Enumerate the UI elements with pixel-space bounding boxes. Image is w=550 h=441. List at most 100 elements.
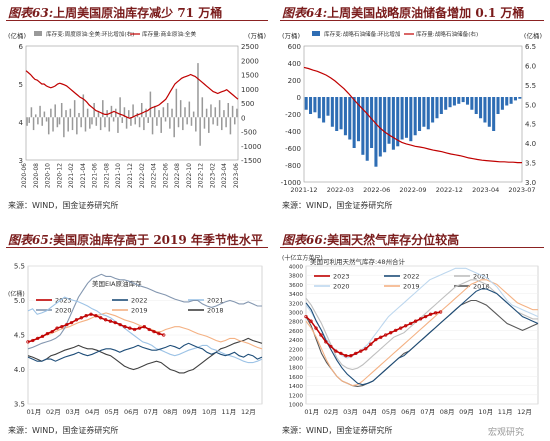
y-right-tick-label: 1500 — [241, 72, 259, 80]
chart-3-eia-seasonal: 3.5 4.0 4.5 5.0 5.5 (亿桶) 美国EIA原油库存 2023 2022 2021… — [8, 263, 263, 416]
bar — [130, 117, 132, 126]
chart-title-2: 图表64:上周美国战略原油储备增加 0.1 万桶 — [282, 6, 525, 20]
bar — [56, 117, 59, 128]
bar — [39, 105, 41, 118]
bar — [409, 97, 413, 142]
series-point — [359, 349, 363, 353]
bar — [197, 63, 199, 118]
series-point — [84, 314, 88, 318]
series-point — [36, 336, 40, 341]
bar — [513, 97, 517, 101]
series-point — [354, 351, 358, 356]
source-2: 来源：WIND，国金证券研究所 — [282, 201, 393, 210]
series-point — [399, 326, 403, 330]
y-left-tick-label: -200 — [285, 111, 301, 119]
bar — [169, 117, 171, 129]
title-rule-1 — [6, 20, 268, 21]
y-right-units: (亿桶) — [524, 31, 542, 40]
bar — [177, 117, 180, 128]
series-point — [147, 327, 151, 332]
bar — [195, 117, 197, 132]
bar — [465, 97, 470, 105]
bar — [166, 103, 169, 118]
x-tick-label: 2023-06 — [233, 163, 240, 188]
y-left-tick-label: 200 — [288, 77, 301, 85]
title-rule-2 — [280, 20, 544, 21]
bar — [52, 117, 54, 132]
series-point — [142, 325, 146, 329]
bar — [140, 103, 143, 118]
bar — [216, 117, 219, 126]
bar — [365, 97, 369, 161]
y-right-tick-label: 0 — [241, 114, 245, 122]
y-right-tick-label: 5.0 — [525, 101, 536, 109]
y-tick-label: 2200 — [289, 347, 304, 353]
y-right-tick-label: 5.5 — [525, 82, 536, 90]
bar — [225, 117, 227, 128]
legend-label: 2020 — [55, 307, 72, 315]
bar — [127, 110, 130, 118]
x-tick-label: 2023-04 — [472, 186, 499, 194]
bar — [426, 97, 430, 130]
legend-swatch — [34, 31, 42, 36]
x-tick-label: 11月 — [221, 408, 236, 416]
x-tick-label: 2023-04 — [221, 163, 228, 188]
bar — [171, 108, 173, 118]
bar — [97, 111, 100, 118]
bar — [457, 97, 461, 104]
series-point — [74, 318, 79, 322]
series-line-2021 — [305, 279, 538, 371]
x-tick-label: 2022-12 — [198, 163, 205, 188]
bar — [43, 111, 46, 118]
legend-label: 2018 — [207, 307, 224, 315]
y-right-tick-label: 4.0 — [525, 140, 536, 148]
series-point — [79, 316, 83, 320]
inner-title: 美国EIA原油库存 — [92, 279, 142, 288]
y-tick-label: 1000 — [289, 403, 304, 409]
bar — [387, 97, 391, 144]
x-tick-label: 2022-10 — [186, 163, 193, 188]
legend-swatch — [312, 31, 320, 36]
y-tick-label: 1600 — [289, 375, 304, 381]
y-right-tick-label: -1500 — [241, 157, 261, 165]
x-tick-label: 2020-08 — [33, 163, 40, 188]
bar — [158, 110, 160, 118]
bar — [233, 117, 236, 125]
y-tick-label: 1800 — [289, 366, 304, 372]
y-tick-label: 4.5 — [14, 332, 25, 340]
x-tick-label: 2021-04 — [80, 163, 87, 188]
series-point — [339, 351, 343, 356]
bar — [435, 97, 439, 119]
series-point — [413, 319, 418, 323]
y-tick-label: 3000 — [289, 311, 304, 317]
series-line-2020 — [27, 273, 262, 350]
source-4: 来源：WIND，国金证券研究所 — [282, 426, 393, 435]
bar — [190, 117, 193, 126]
bar — [125, 117, 128, 129]
series-point — [428, 312, 433, 316]
series-point — [423, 314, 428, 319]
bar — [383, 97, 387, 153]
bar — [104, 117, 106, 128]
bar — [396, 97, 400, 147]
title-rule-4 — [280, 247, 544, 248]
bar — [496, 97, 500, 114]
bar — [91, 117, 93, 125]
bar — [188, 101, 191, 118]
x-tick-label: 2022-03 — [327, 186, 354, 194]
bar — [500, 97, 504, 110]
series-point — [123, 325, 127, 329]
series-point — [389, 331, 393, 335]
x-tick-label: 05月 — [104, 408, 119, 416]
series-line-2020 — [305, 267, 539, 359]
series-point — [128, 326, 132, 330]
bar — [32, 117, 35, 131]
y-tick-label: 2800 — [289, 320, 304, 326]
y-left-tick-label: 5 — [19, 81, 23, 89]
series-line-2022 — [27, 342, 263, 362]
series-line — [303, 66, 522, 164]
bar — [115, 108, 117, 118]
bar — [474, 97, 478, 114]
bar — [138, 117, 141, 128]
series-point — [379, 335, 383, 339]
